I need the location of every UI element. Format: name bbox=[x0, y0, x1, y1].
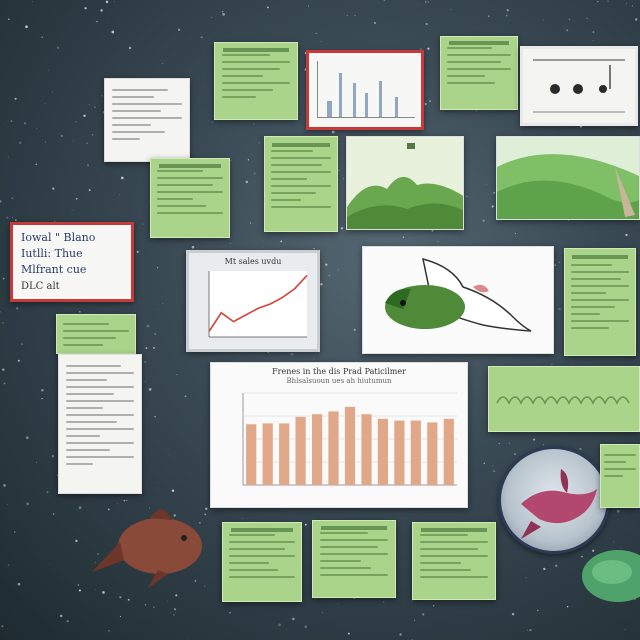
landscape-illustration-card bbox=[346, 136, 464, 230]
sticky-note bbox=[222, 522, 302, 602]
document-card bbox=[58, 354, 142, 494]
bar bbox=[443, 418, 454, 485]
brown-fish-illustration bbox=[92, 509, 202, 588]
bar bbox=[377, 418, 388, 485]
bar-chart-plot bbox=[242, 392, 457, 486]
red-card-footer: DLC alt bbox=[21, 281, 60, 292]
red-framed-label-card: Iowal " Blano Iutlli: Thue Mlfrant cue D… bbox=[10, 222, 134, 302]
green-hills-illustration bbox=[347, 137, 463, 229]
red-card-row-1: Iowal " Blano bbox=[21, 231, 96, 244]
bar bbox=[394, 420, 405, 485]
line-chart-title: Mt sales uvdu bbox=[224, 257, 282, 266]
leaf-illustration-card bbox=[496, 136, 640, 220]
bar bbox=[344, 406, 356, 485]
bar bbox=[262, 423, 273, 485]
line-series bbox=[208, 274, 308, 332]
bar-chart-subtitle: Bhlsalsuoun ues ah hiutumun bbox=[286, 377, 392, 385]
green-blob-illustration bbox=[582, 550, 640, 602]
red-card-row-3: Mlfrant cue bbox=[21, 263, 87, 276]
bar bbox=[246, 424, 257, 485]
bar bbox=[279, 423, 290, 485]
sticky-note bbox=[564, 248, 636, 356]
fish-illustration-card bbox=[362, 246, 554, 354]
document-card bbox=[104, 78, 190, 162]
bar bbox=[328, 411, 339, 485]
creature-orb bbox=[498, 446, 610, 554]
pink-creature-illustration bbox=[521, 469, 597, 539]
handwriting-scribble bbox=[496, 396, 630, 405]
red-card-row-2: Iutlli: Thue bbox=[21, 247, 83, 260]
bar bbox=[410, 420, 421, 485]
line-chart-plot-area bbox=[209, 271, 307, 337]
bar bbox=[312, 414, 323, 485]
mini-bar-chart-art bbox=[317, 61, 415, 118]
bar bbox=[427, 422, 438, 485]
sticky-note bbox=[214, 42, 298, 120]
bar-chart-title: Frenes in the dis Prad Paticilmer bbox=[272, 367, 406, 376]
sticky-note bbox=[264, 136, 338, 232]
mini-bar-chart-card bbox=[306, 50, 424, 130]
bar bbox=[295, 416, 306, 485]
bar-chart-card: Frenes in the dis Prad Paticilmer Bhlsal… bbox=[210, 362, 468, 508]
line-chart-plot bbox=[208, 271, 308, 338]
leaf-illustration bbox=[497, 137, 639, 219]
sticky-note bbox=[600, 444, 640, 508]
green-fish-illustration bbox=[385, 257, 532, 332]
sticky-note bbox=[56, 314, 136, 354]
dot-diagram-card bbox=[520, 46, 638, 126]
sticky-note bbox=[150, 158, 230, 238]
dot-diagram-art bbox=[533, 59, 625, 113]
line-chart-card: Mt sales uvdu bbox=[186, 250, 320, 352]
sticky-note bbox=[440, 36, 518, 110]
sticky-note bbox=[412, 522, 496, 600]
sticky-note bbox=[312, 520, 396, 598]
sticky-note bbox=[488, 366, 640, 432]
bar bbox=[361, 414, 372, 485]
